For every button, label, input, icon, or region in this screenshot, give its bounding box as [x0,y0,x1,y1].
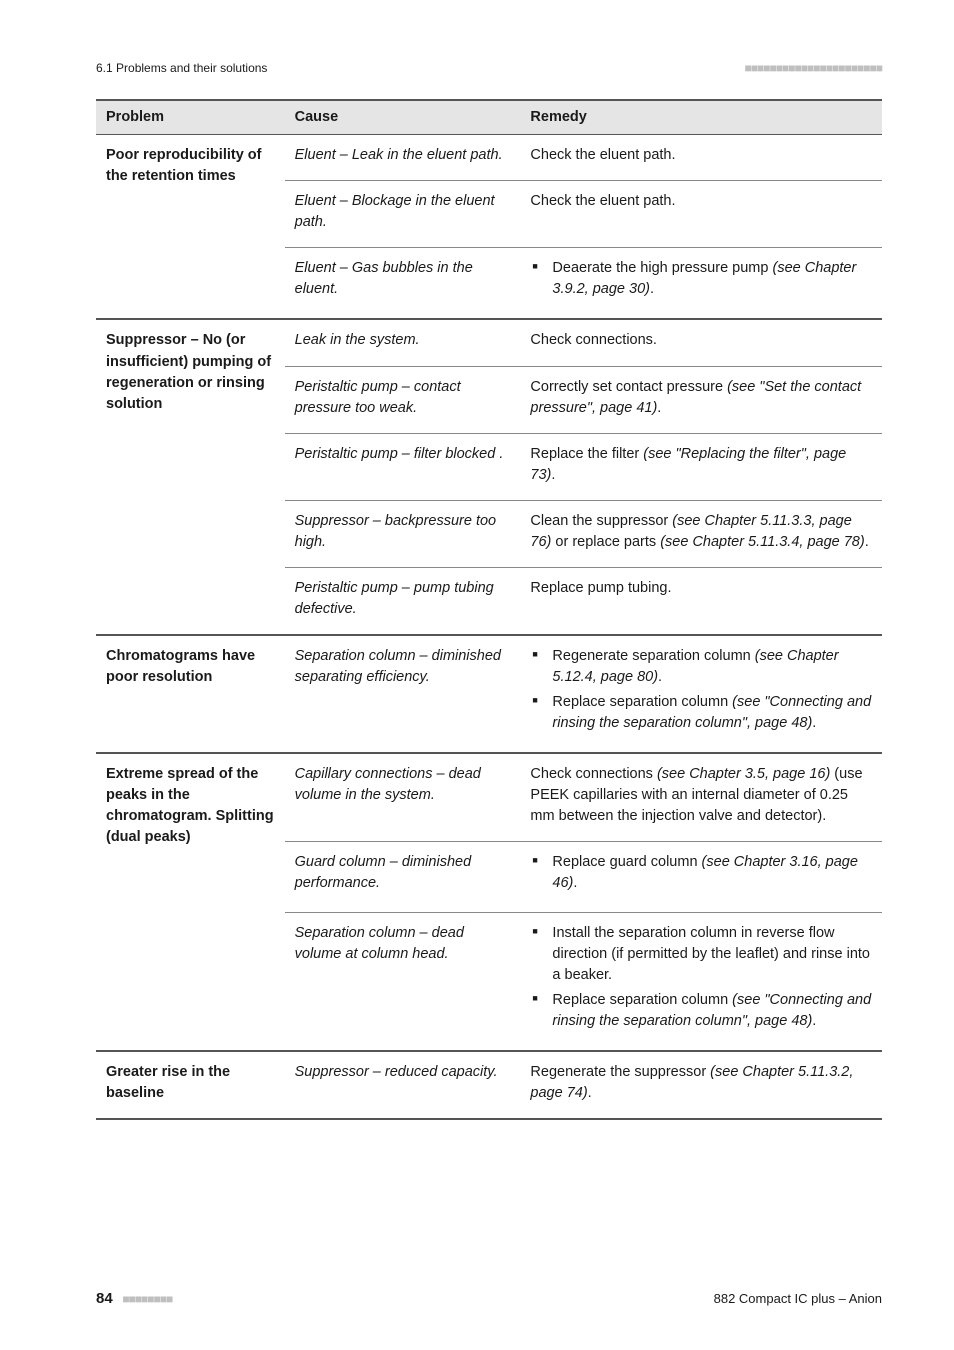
remedy-ref: (see "Connecting and rinsing the separat… [552,992,871,1029]
remedy-cell: Check the eluent path. [520,181,882,248]
table-body: Poor reproducibility of the retention ti… [96,135,882,1119]
problem-cell: Chromatograms have poor resolution [96,635,285,753]
doc-title: 882 Compact IC plus – Anion [714,1290,882,1309]
cause-cell: Eluent – Leak in the eluent path. [285,135,521,181]
remedy-ref: (see "Set the contact pressure", page 41… [530,379,861,416]
remedy-list: Replace guard column (see Chapter 3.16, … [530,852,872,894]
cause-cell: Peristaltic pump – contact pressure too … [285,366,521,433]
remedy-ref: (see Chapter 5.11.3.2, page 74) [530,1064,853,1101]
cause-cell: Suppressor – backpressure too high. [285,500,521,567]
remedy-ref: (see Chapter 5.11.3.4, page 78) [660,534,864,550]
col-problem: Problem [96,100,285,135]
cause-cell: Peristaltic pump – pump tubing defective… [285,567,521,635]
page-footer: 84 ■■■■■■■■ 882 Compact IC plus – Anion [96,1288,882,1310]
page: 6.1 Problems and their solutions ■■■■■■■… [0,0,954,1350]
footer-ornament: ■■■■■■■■ [122,1292,172,1306]
troubleshooting-table: Problem Cause Remedy Poor reproducibilit… [96,99,882,1119]
remedy-ref: (see Chapter 5.12.4, page 80) [552,648,838,685]
remedy-ref: (see Chapter 3.5, page 16) [657,766,830,782]
col-remedy: Remedy [520,100,882,135]
problem-cell: Suppressor – No (or insufficient) pumpin… [96,319,285,634]
header-ornament: ■■■■■■■■■■■■■■■■■■■■■■ [745,60,882,77]
remedy-ref: (see Chapter 3.16, page 46) [552,854,858,891]
remedy-item: Install the separation column in reverse… [548,923,872,986]
remedy-ref: (see "Replacing the filter", page 73) [530,446,846,483]
table-header-row: Problem Cause Remedy [96,100,882,135]
remedy-cell: Deaerate the high pressure pump (see Cha… [520,248,882,320]
table-row: Extreme spread of the peaks in the chrom… [96,753,882,842]
table-row: Suppressor – No (or insufficient) pumpin… [96,319,882,366]
remedy-cell: Check connections. [520,319,882,366]
footer-left: 84 ■■■■■■■■ [96,1288,172,1310]
remedy-cell: Regenerate separation column (see Chapte… [520,635,882,753]
problem-cell: Greater rise in the baseline [96,1051,285,1119]
remedy-list: Install the separation column in reverse… [530,923,872,1032]
page-number: 84 [96,1290,113,1307]
remedy-cell: Replace pump tubing. [520,567,882,635]
remedy-ref: (see Chapter 3.9.2, page 30) [552,260,856,297]
remedy-cell: Regenerate the suppressor (see Chapter 5… [520,1051,882,1119]
running-header: 6.1 Problems and their solutions ■■■■■■■… [96,60,882,77]
problem-cell: Poor reproducibility of the retention ti… [96,135,285,320]
cause-cell: Guard column – diminished performance. [285,841,521,912]
section-title: 6.1 Problems and their solutions [96,60,267,77]
remedy-cell: Replace guard column (see Chapter 3.16, … [520,841,882,912]
col-cause: Cause [285,100,521,135]
remedy-list: Regenerate separation column (see Chapte… [530,646,872,734]
remedy-cell: Install the separation column in reverse… [520,912,882,1051]
table-row: Chromatograms have poor resolutionSepara… [96,635,882,753]
remedy-cell: Correctly set contact pressure (see "Set… [520,366,882,433]
table-row: Poor reproducibility of the retention ti… [96,135,882,181]
remedy-cell: Check the eluent path. [520,135,882,181]
cause-cell: Suppressor – reduced capacity. [285,1051,521,1119]
remedy-cell: Clean the suppressor (see Chapter 5.11.3… [520,500,882,567]
remedy-text: Check the eluent path. [530,193,675,209]
cause-cell: Capillary connections – dead volume in t… [285,753,521,842]
remedy-list: Deaerate the high pressure pump (see Cha… [530,258,872,300]
table-row: Greater rise in the baselineSuppressor –… [96,1051,882,1119]
cause-cell: Separation column – dead volume at colum… [285,912,521,1051]
remedy-item: Replace separation column (see "Connecti… [548,990,872,1032]
cause-cell: Leak in the system. [285,319,521,366]
remedy-text: Check connections. [530,332,657,348]
cause-cell: Eluent – Blockage in the eluent path. [285,181,521,248]
remedy-cell: Replace the filter (see "Replacing the f… [520,433,882,500]
remedy-ref: (see "Connecting and rinsing the separat… [552,694,871,731]
remedy-item: Deaerate the high pressure pump (see Cha… [548,258,872,300]
remedy-item: Replace separation column (see "Connecti… [548,692,872,734]
remedy-text: Replace pump tubing. [530,580,671,596]
remedy-item: Regenerate separation column (see Chapte… [548,646,872,688]
remedy-text: Check the eluent path. [530,147,675,163]
cause-cell: Eluent – Gas bubbles in the eluent. [285,248,521,320]
remedy-cell: Check connections (see Chapter 3.5, page… [520,753,882,842]
problem-cell: Extreme spread of the peaks in the chrom… [96,753,285,1051]
remedy-item: Replace guard column (see Chapter 3.16, … [548,852,872,894]
cause-cell: Separation column – diminished separatin… [285,635,521,753]
cause-cell: Peristaltic pump – filter blocked . [285,433,521,500]
